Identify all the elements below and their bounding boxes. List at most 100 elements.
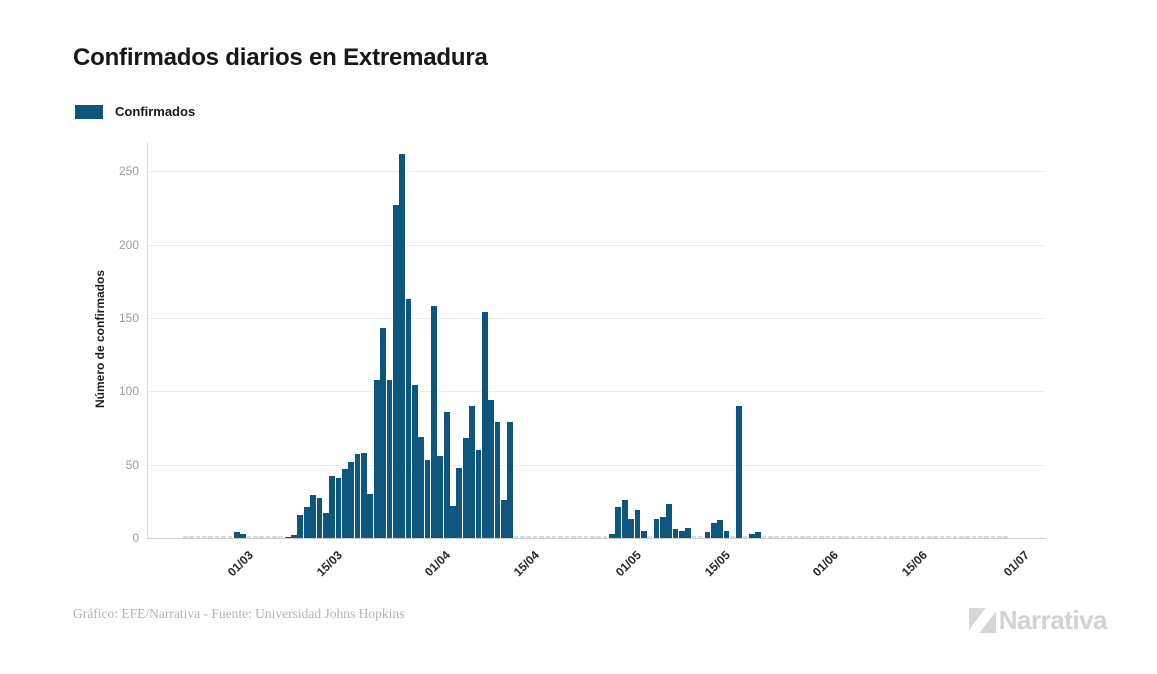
bar-10/05[interactable] [679,530,685,538]
zero-bar-18/06 [927,536,932,538]
bar-16/03[interactable] [329,476,336,538]
zero-bar-12/06 [888,536,894,538]
zero-bar-25/02 [202,536,207,538]
bar-09/03[interactable] [284,536,291,538]
bar-06/04[interactable] [462,438,469,538]
bar-02/03[interactable] [240,533,246,538]
bar-19/03[interactable] [348,461,355,538]
bar-28/03[interactable] [405,298,412,538]
bar-04/05[interactable] [640,530,647,538]
bar-20/03[interactable] [354,454,361,538]
bar-05/04[interactable] [456,467,463,538]
bar-16/05[interactable] [717,520,723,538]
narrativa-n-mark-icon [968,608,996,633]
bar-14/03[interactable] [316,498,323,538]
bar-01/03[interactable] [233,532,240,538]
zero-bar-17/06 [920,536,926,538]
zero-bar-29/06 [997,536,1002,538]
bar-29/04[interactable] [609,533,615,538]
bar-06/05[interactable] [653,518,660,538]
bar-07/05[interactable] [660,517,666,538]
bar-08/04[interactable] [475,450,482,538]
bar-24/03[interactable] [380,328,386,538]
y-tick-label-250: 250 [118,164,139,179]
zero-bar-29/02 [227,536,233,538]
zero-bar-05/03 [259,536,264,538]
bar-07/04[interactable] [469,406,475,538]
zero-bar-29/05 [799,536,805,538]
bar-30/04[interactable] [615,507,622,538]
bar-10/04[interactable] [488,400,495,538]
bar-27/03[interactable] [399,153,405,538]
zero-bar-25/05 [774,536,780,538]
bar-17/05[interactable] [723,530,730,538]
zero-bar-28/04 [602,536,608,538]
zero-bar-15/06 [908,536,913,538]
bar-04/04[interactable] [450,505,456,538]
gridline-y-100 [148,391,1045,393]
bar-17/03[interactable] [335,477,342,538]
bar-14/05[interactable] [704,532,711,538]
bar-02/05[interactable] [628,518,634,538]
bar-25/03[interactable] [386,379,393,538]
zero-bar-08/06 [863,536,869,538]
bar-21/05[interactable] [749,533,755,538]
bar-12/03[interactable] [303,507,310,538]
zero-bar-06/06 [850,536,856,538]
footer-credit: Gráfico: EFE/Narrativa - Fuente: Univers… [73,606,405,621]
chart-title: Confirmados diarios en Extremadura [73,44,488,71]
zero-bar-20/05 [742,536,748,538]
zero-bar-21/06 [946,536,951,538]
bar-13/03[interactable] [310,495,316,538]
zero-bar-10/06 [876,536,881,538]
bar-15/05[interactable] [710,523,717,538]
gridline-y-50 [148,464,1045,466]
zero-bar-22/06 [952,536,958,538]
zero-bar-26/04 [590,536,595,538]
zero-bar-11/06 [882,536,888,538]
x-tick-label-15-03: 15/03 [313,548,345,580]
y-tick-label-0: 0 [132,531,139,545]
zero-bar-30/05 [806,536,811,538]
bar-10/03[interactable] [291,535,297,538]
bar-09/05[interactable] [672,529,679,538]
zero-bar-18/04 [539,536,544,538]
bar-03/04[interactable] [443,411,450,538]
bar-13/04[interactable] [507,422,514,538]
bar-15/03[interactable] [322,513,329,538]
zero-bar-20/06 [939,536,945,538]
zero-bar-16/04 [526,536,532,538]
bar-02/04[interactable] [437,455,444,538]
legend-label: Confirmados [115,104,196,119]
zero-bar-08/03 [278,536,283,538]
bar-09/04[interactable] [481,312,488,538]
bar-08/05[interactable] [666,504,673,538]
bar-12/04[interactable] [501,499,507,538]
zero-bar-06/03 [265,536,271,538]
zero-bar-24/04 [577,536,582,538]
bar-22/03[interactable] [367,494,374,538]
legend-item-confirmados[interactable]: Confirmados [75,104,195,119]
bar-23/03[interactable] [373,379,380,538]
zero-bar-17/04 [532,536,538,538]
bar-21/03[interactable] [361,452,367,538]
bar-11/03[interactable] [297,514,304,538]
bar-01/04[interactable] [431,306,437,538]
bar-11/05[interactable] [685,527,692,538]
bar-29/03[interactable] [411,385,418,538]
bar-11/04[interactable] [494,422,501,538]
bar-03/05[interactable] [634,510,641,538]
bar-30/03[interactable] [418,436,425,538]
gridline-y-200 [148,244,1045,246]
bar-01/05[interactable] [621,499,628,538]
bar-18/03[interactable] [342,469,348,538]
bar-22/05[interactable] [755,532,762,538]
zero-bar-20/04 [551,536,557,538]
zero-bar-24/06 [965,536,970,538]
bar-19/05[interactable] [736,406,743,538]
x-tick-label-01-07: 01/07 [1000,548,1032,580]
bar-31/03[interactable] [424,460,431,538]
zero-bar-21/04 [558,536,563,538]
bar-26/03[interactable] [392,205,399,538]
